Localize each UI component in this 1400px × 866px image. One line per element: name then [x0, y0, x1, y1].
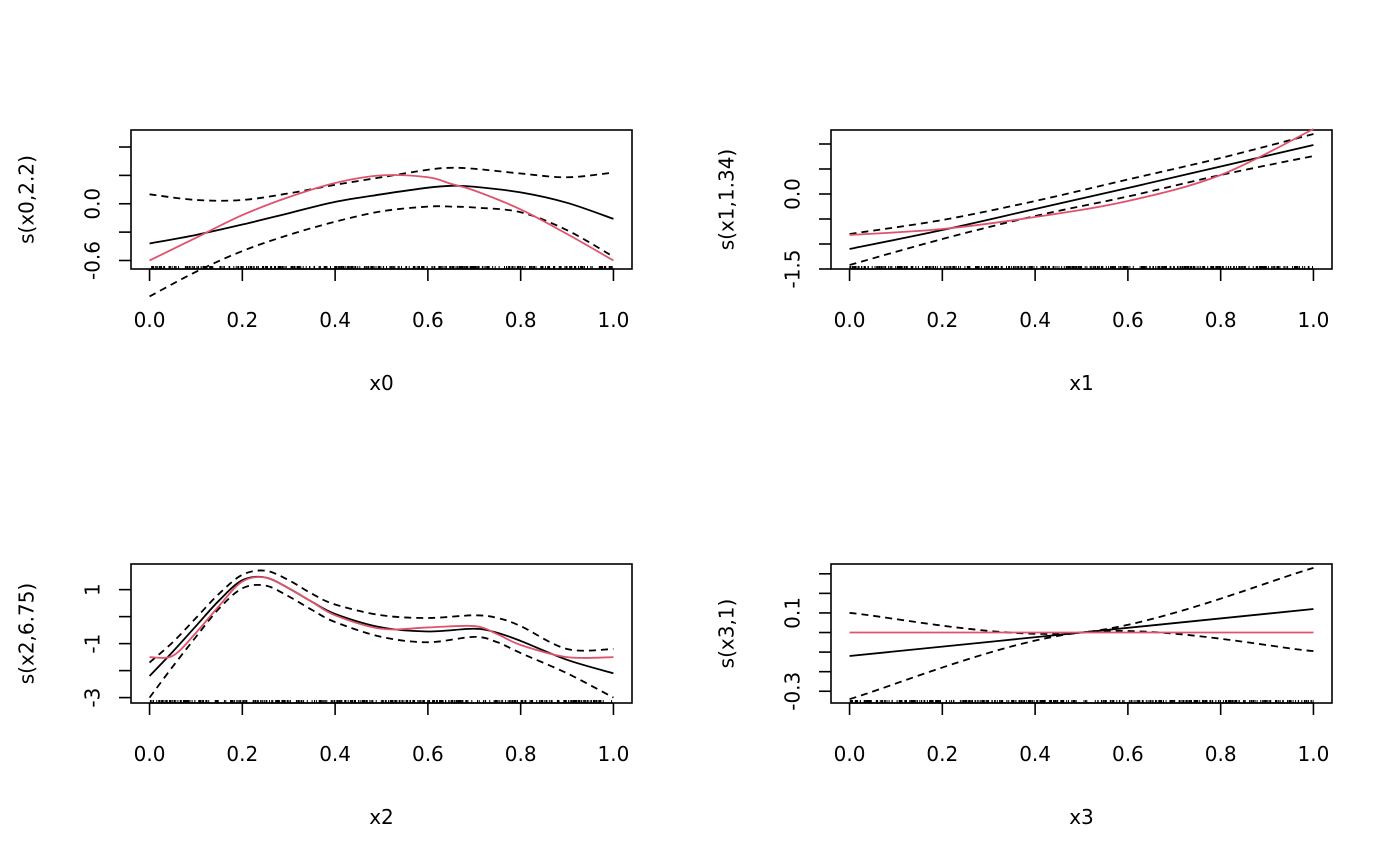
y-tick-label: -0.3: [781, 672, 805, 711]
x-tick-label: 0.2: [926, 742, 958, 766]
rug-marks: [149, 700, 613, 703]
y-tick-label: -1.5: [781, 249, 805, 288]
y-tick-label: -3: [81, 688, 105, 708]
y-tick-label: -1: [81, 634, 105, 654]
y-axis-title: s(x0,2.2): [15, 155, 39, 244]
y-tick-label: 0.1: [781, 597, 805, 629]
x-tick-label: 1.0: [598, 308, 630, 332]
confidence-band-lower: [148, 583, 614, 699]
confidence-band-lower: [149, 205, 614, 298]
y-tick-label: -0.6: [81, 241, 105, 280]
rug-marks: [151, 266, 613, 269]
panel-x0: 0.0 0.2 0.4 0.6 0.8 1.0 -0.6 0.0 x0 s(x0,2.2): [15, 129, 633, 395]
x-tick-label: 0.4: [319, 308, 351, 332]
x-tick-label: 0.6: [1112, 742, 1144, 766]
x-axis-title: x3: [1069, 805, 1094, 829]
x-tick-label: 0.2: [226, 308, 258, 332]
x-tick-label: 0.4: [1019, 308, 1051, 332]
x-tick-label: 0.8: [1205, 742, 1237, 766]
rug-marks: [849, 700, 1314, 703]
smooth-fit-line: [149, 184, 614, 245]
x-tick-label: 1.0: [1298, 308, 1330, 332]
x-tick-label: 0.6: [412, 742, 444, 766]
true-function-line: [849, 128, 1314, 236]
plot-frame: [830, 129, 1333, 270]
x-tick-label: 0.8: [1205, 308, 1237, 332]
plot-frame: [130, 563, 633, 704]
confidence-band-upper: [849, 567, 1314, 635]
x-axis-title: x1: [1069, 371, 1094, 395]
panel-x2: 0.0 0.2 0.4 0.6 0.8 1.0 -3 -1 1 x2 s(x2,6.75): [15, 563, 633, 829]
x-tick-label: 0.2: [226, 742, 258, 766]
y-tick-label: 0.0: [81, 188, 105, 220]
confidence-band-upper: [148, 569, 614, 664]
confidence-band-upper: [849, 133, 1314, 235]
x-axis-title: x0: [369, 371, 394, 395]
plot-frame: [830, 563, 1333, 704]
x-tick-label: 0.6: [1112, 308, 1144, 332]
smooth-fit-line: [148, 575, 614, 677]
y-tick-label: 0.0: [781, 178, 805, 210]
y-axis-title: s(x2,6.75): [15, 583, 39, 684]
x-tick-label: 0.0: [134, 308, 166, 332]
true-function-line: [149, 174, 614, 262]
x-tick-label: 1.0: [1298, 742, 1330, 766]
y-tick-label: 1: [81, 583, 105, 596]
smooth-fit-line: [849, 144, 1314, 250]
x-tick-label: 0.2: [926, 308, 958, 332]
confidence-band-lower: [849, 629, 1314, 700]
x-tick-label: 0.0: [134, 742, 166, 766]
rug-marks: [849, 266, 1313, 269]
confidence-band-lower: [849, 155, 1314, 266]
y-axis-title: s(x3,1): [715, 599, 739, 669]
confidence-band-upper: [149, 166, 614, 202]
x-tick-label: 0.0: [834, 308, 866, 332]
x-tick-label: 0.8: [505, 308, 537, 332]
panel-x1: 0.0 0.2 0.4 0.6 0.8 1.0 -1.5 0.0 x1 s(x1,1.34): [715, 128, 1333, 395]
x-tick-label: 0.6: [412, 308, 444, 332]
x-tick-label: 0.0: [834, 742, 866, 766]
x-tick-label: 0.4: [1019, 742, 1051, 766]
x-tick-label: 0.8: [505, 742, 537, 766]
x-axis-title: x2: [369, 805, 394, 829]
x-tick-label: 1.0: [598, 742, 630, 766]
y-axis-title: s(x1,1.34): [715, 149, 739, 250]
true-function-line: [149, 576, 614, 659]
panel-x3: 0.0 0.2 0.4 0.6 0.8 1.0 -0.3 0.1 x3 s(x3,1): [715, 563, 1333, 829]
x-tick-label: 0.4: [319, 742, 351, 766]
